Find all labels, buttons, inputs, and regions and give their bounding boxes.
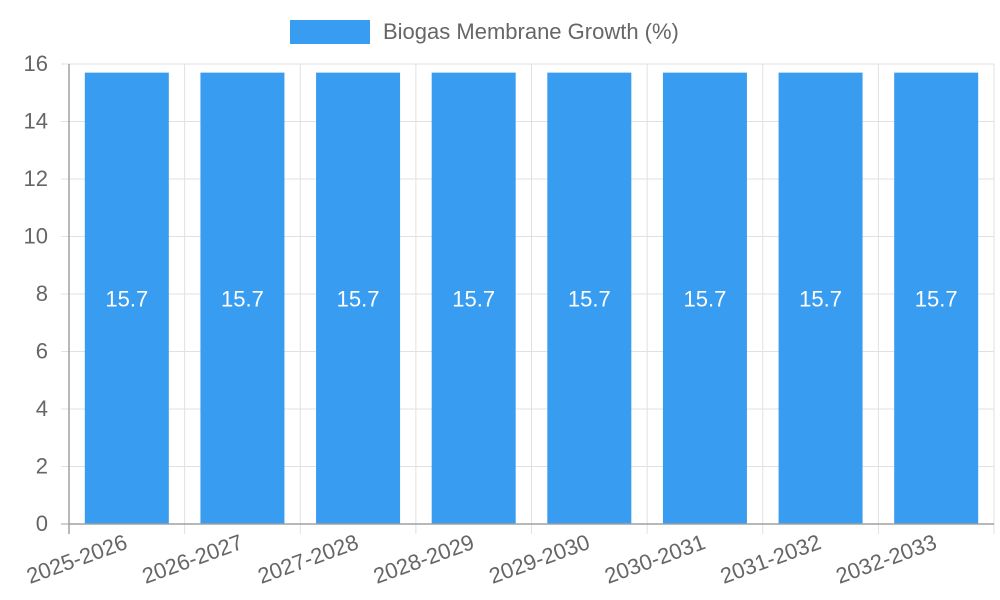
y-axis-tick-labels: 0 2 4 6 8 10 12 14 16 [24,51,48,536]
y-tick-label: 2 [36,454,48,479]
y-tick-label: 14 [24,109,48,134]
y-tick-label: 0 [36,511,48,536]
x-tick-label: 2031-2032 [717,529,824,588]
x-tick-label: 2027-2028 [254,529,361,588]
data-label: 15.7 [452,286,495,311]
legend-swatch [290,20,370,44]
axes [68,64,994,534]
x-tick-label: 2029-2030 [486,529,593,588]
bars [84,72,979,524]
y-tick-label: 16 [24,51,48,76]
x-tick-label: 2028-2029 [370,529,477,588]
bar [316,72,401,524]
y-tick-label: 12 [24,166,48,191]
x-tick-label: 2032-2033 [832,529,939,588]
y-tick-label: 8 [36,281,48,306]
chart-legend[interactable]: Biogas Membrane Growth (%) [290,19,679,45]
data-label: 15.7 [915,286,958,311]
bar [778,72,863,524]
x-tick-label: 2026-2027 [139,529,246,588]
x-tick-label: 2030-2031 [601,529,708,588]
bar [662,72,747,524]
x-tick-label: 2025-2026 [23,529,130,588]
bar [894,72,979,524]
data-label: 15.7 [337,286,380,311]
y-tick-label: 6 [36,339,48,364]
data-label: 15.7 [799,286,842,311]
data-labels: 15.7 15.7 15.7 15.7 15.7 15.7 15.7 15.7 [105,286,957,311]
bar [200,72,285,524]
data-label: 15.7 [568,286,611,311]
y-tick-label: 4 [36,396,48,421]
data-label: 15.7 [221,286,264,311]
x-axis-tick-labels: 2025-2026 2026-2027 2027-2028 2028-2029 2029… [23,529,940,588]
data-label: 15.7 [684,286,727,311]
data-label: 15.7 [105,286,148,311]
bar [547,72,632,524]
bar [431,72,516,524]
bar [84,72,169,524]
y-tick-label: 10 [24,224,48,249]
legend-label: Biogas Membrane Growth (%) [383,19,679,44]
